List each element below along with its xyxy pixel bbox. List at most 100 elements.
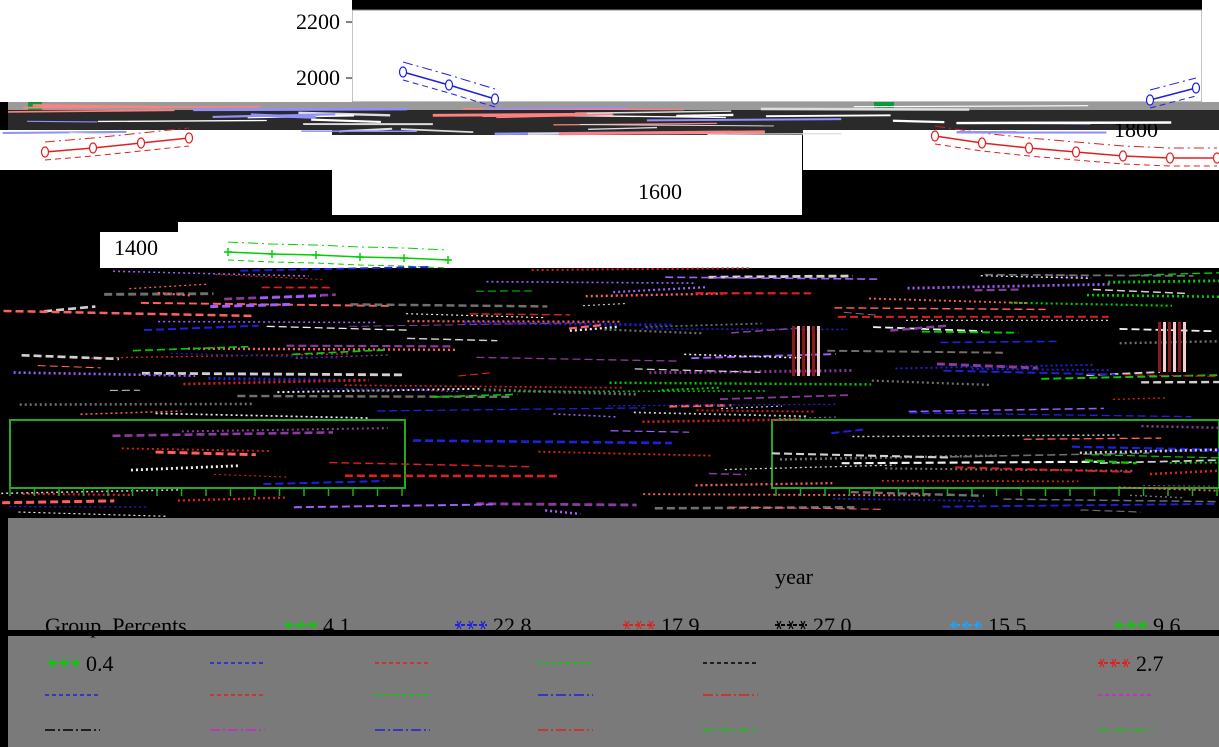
artifact-streak <box>707 132 842 135</box>
artifact-streak <box>980 275 1092 279</box>
artifact-streak <box>1045 273 1089 279</box>
legend-label: 0.4 <box>86 651 114 676</box>
x-ticks <box>9 488 1218 496</box>
series-band-upper <box>402 61 496 90</box>
artifact-streak <box>568 324 602 330</box>
artifact-streak <box>634 368 760 373</box>
y-tick-label: 1800 <box>1114 117 1158 142</box>
artifact-streak <box>661 386 722 392</box>
artifact-streak <box>956 121 1172 125</box>
top-right-white <box>1202 0 1219 102</box>
legend-marker <box>800 620 806 630</box>
artifact-streak <box>575 110 732 115</box>
artifact-streak <box>155 412 370 419</box>
artifact-streak <box>1092 288 1186 295</box>
artifact-streak <box>476 502 637 507</box>
artifact-streak <box>212 113 336 118</box>
artifact-streak <box>553 413 617 418</box>
series-band-lower <box>402 79 496 108</box>
artifact-streak <box>44 305 96 313</box>
artifact-streak <box>765 114 891 118</box>
artifact-streak <box>942 503 1215 508</box>
artifact-streak <box>1119 340 1219 345</box>
artifact-streak <box>1141 380 1219 384</box>
artifact-streak <box>1023 437 1162 440</box>
series-point <box>490 93 500 105</box>
series-point <box>1165 152 1175 164</box>
series-point <box>1145 94 1155 106</box>
artifact-streak <box>406 313 545 319</box>
legend-label: 15.5 <box>988 613 1027 638</box>
legend-marker <box>648 620 654 630</box>
legend-marker <box>624 620 630 630</box>
artifact-streak <box>2 130 127 135</box>
artifact-streak <box>407 320 621 323</box>
legend-item: 0.4 <box>48 651 114 676</box>
legend-label: 9.6 <box>1153 613 1181 638</box>
artifact-streak <box>719 394 850 401</box>
artifact-streak <box>298 111 391 117</box>
artifact-streak <box>843 311 879 316</box>
artifact-streak <box>642 418 800 424</box>
artifact-streak <box>604 328 703 335</box>
series-point <box>356 253 364 261</box>
artifact-streak <box>724 464 896 471</box>
artifact-streak <box>69 132 116 135</box>
series-band-upper <box>44 127 190 143</box>
artifact-streak <box>377 407 646 412</box>
legend-marker <box>456 620 462 630</box>
artifact-streak <box>609 381 872 386</box>
y-tick-label: 1600 <box>638 179 682 204</box>
artifact-streak <box>1143 484 1214 487</box>
legend-item: 9.6 <box>1115 613 1181 638</box>
artifact-streak <box>7 109 175 113</box>
artifact-streak <box>676 113 734 118</box>
legend-marker <box>1128 620 1134 630</box>
artifact-streak <box>827 349 1003 354</box>
artifact-streak <box>432 112 587 117</box>
white-band-1600 <box>332 135 802 215</box>
series-point <box>268 250 276 258</box>
legend-marker <box>776 620 782 630</box>
series-group <box>40 61 1219 269</box>
series-point <box>398 66 408 78</box>
strip-green-marker-2 <box>874 102 894 110</box>
series-point <box>1118 150 1128 162</box>
artifact-block <box>1183 322 1186 372</box>
artifact-block <box>1178 322 1181 372</box>
artifact-streak <box>3 309 253 318</box>
legend-item: 22.8 <box>455 613 532 638</box>
y-tick-label: 1400 <box>114 235 158 260</box>
artifact-streak <box>1129 494 1184 499</box>
legend-item: 27.0 <box>775 613 852 638</box>
band-1400 <box>0 222 1219 268</box>
artifact-streak <box>143 324 259 332</box>
legend-marker <box>788 620 794 630</box>
legend: Group_Percents 4.1 22.8 17.9 27.0 15.5 9.6 0.4… <box>45 613 1181 731</box>
y-tick-label: 2200 <box>296 9 340 34</box>
series-point <box>1191 82 1201 94</box>
legend-marker <box>1116 620 1122 630</box>
artifact-streak <box>210 302 290 309</box>
artifact-streaks <box>1 104 1219 517</box>
series-point <box>930 130 940 142</box>
artifact-streak <box>292 349 386 356</box>
artifact-streak <box>582 302 627 307</box>
legend-marker <box>636 620 642 630</box>
artifact-streak <box>183 378 369 386</box>
artifact-block <box>1168 322 1171 372</box>
artifact-streak <box>432 393 518 398</box>
artifact-streak <box>469 313 571 316</box>
artifact-streak <box>344 384 622 389</box>
legend-item: 2.7 <box>1098 651 1164 676</box>
artifact-block <box>792 326 795 376</box>
artifact-streak <box>853 105 1089 108</box>
legend-marker <box>975 620 981 630</box>
series-band-lower <box>934 143 1217 167</box>
legend-label: 4.1 <box>323 613 351 638</box>
artifact-streak <box>940 340 1060 344</box>
legend-title: Group_Percents <box>45 613 187 638</box>
artifact-block <box>807 326 810 376</box>
artifact-streak <box>483 388 636 396</box>
